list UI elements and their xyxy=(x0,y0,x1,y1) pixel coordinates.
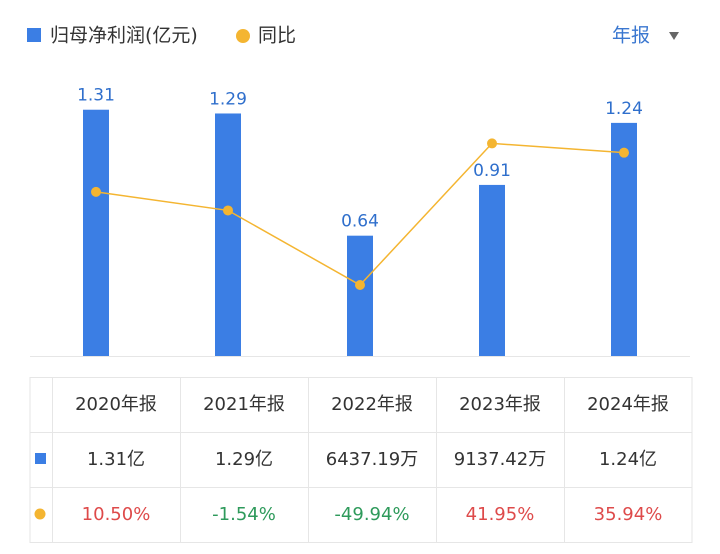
data-label: 0.64 xyxy=(341,212,379,232)
table-cell: -49.94% xyxy=(334,504,409,525)
legend-label: 归母净利润(亿元) xyxy=(50,25,198,47)
table-cell: 41.95% xyxy=(466,504,535,525)
table-cell: 6437.19万 xyxy=(326,449,418,470)
data-label: 1.29 xyxy=(209,89,247,109)
row-marker xyxy=(34,508,46,520)
line-point xyxy=(619,147,629,158)
table-cell: 1.29亿 xyxy=(215,449,273,470)
line-point xyxy=(223,205,233,216)
table-cell: 9137.42万 xyxy=(454,449,546,470)
data-label: 1.31 xyxy=(77,86,115,106)
legend-label: 同比 xyxy=(258,25,296,47)
row-marker xyxy=(35,453,46,464)
data-label: 0.91 xyxy=(473,161,511,181)
bar xyxy=(215,113,241,356)
toggle-label[interactable]: 年报 xyxy=(612,25,650,47)
table-cell: -1.54% xyxy=(212,504,276,525)
bar xyxy=(83,109,109,356)
dropdown-arrow[interactable] xyxy=(669,32,679,40)
table-header: 2021年报 xyxy=(203,394,285,415)
table-border xyxy=(29,377,693,543)
table-cell: 35.94% xyxy=(594,504,663,525)
data-label: 1.24 xyxy=(605,99,643,119)
line-point xyxy=(91,186,101,197)
table-header: 2024年报 xyxy=(587,394,669,415)
line-point xyxy=(487,138,497,149)
table xyxy=(29,377,693,543)
table-header: 2020年报 xyxy=(75,394,157,415)
table-cell: 1.31亿 xyxy=(87,449,145,470)
bar xyxy=(611,122,637,356)
table-cell: 10.50% xyxy=(82,504,151,525)
table-cell: 1.24亿 xyxy=(599,449,657,470)
bar xyxy=(347,235,373,356)
table-header: 2023年报 xyxy=(459,394,541,415)
period-toggle[interactable]: 年报 xyxy=(612,25,679,47)
table-header: 2022年报 xyxy=(331,394,413,415)
bar xyxy=(479,184,505,356)
legend-swatch xyxy=(236,29,250,43)
line-point xyxy=(355,280,365,291)
legend-swatch xyxy=(27,28,41,42)
